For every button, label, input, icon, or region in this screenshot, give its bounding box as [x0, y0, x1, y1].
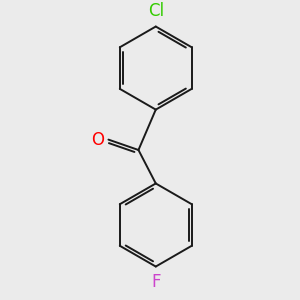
- Text: Cl: Cl: [148, 2, 164, 20]
- Text: F: F: [151, 274, 160, 292]
- Text: O: O: [91, 130, 104, 148]
